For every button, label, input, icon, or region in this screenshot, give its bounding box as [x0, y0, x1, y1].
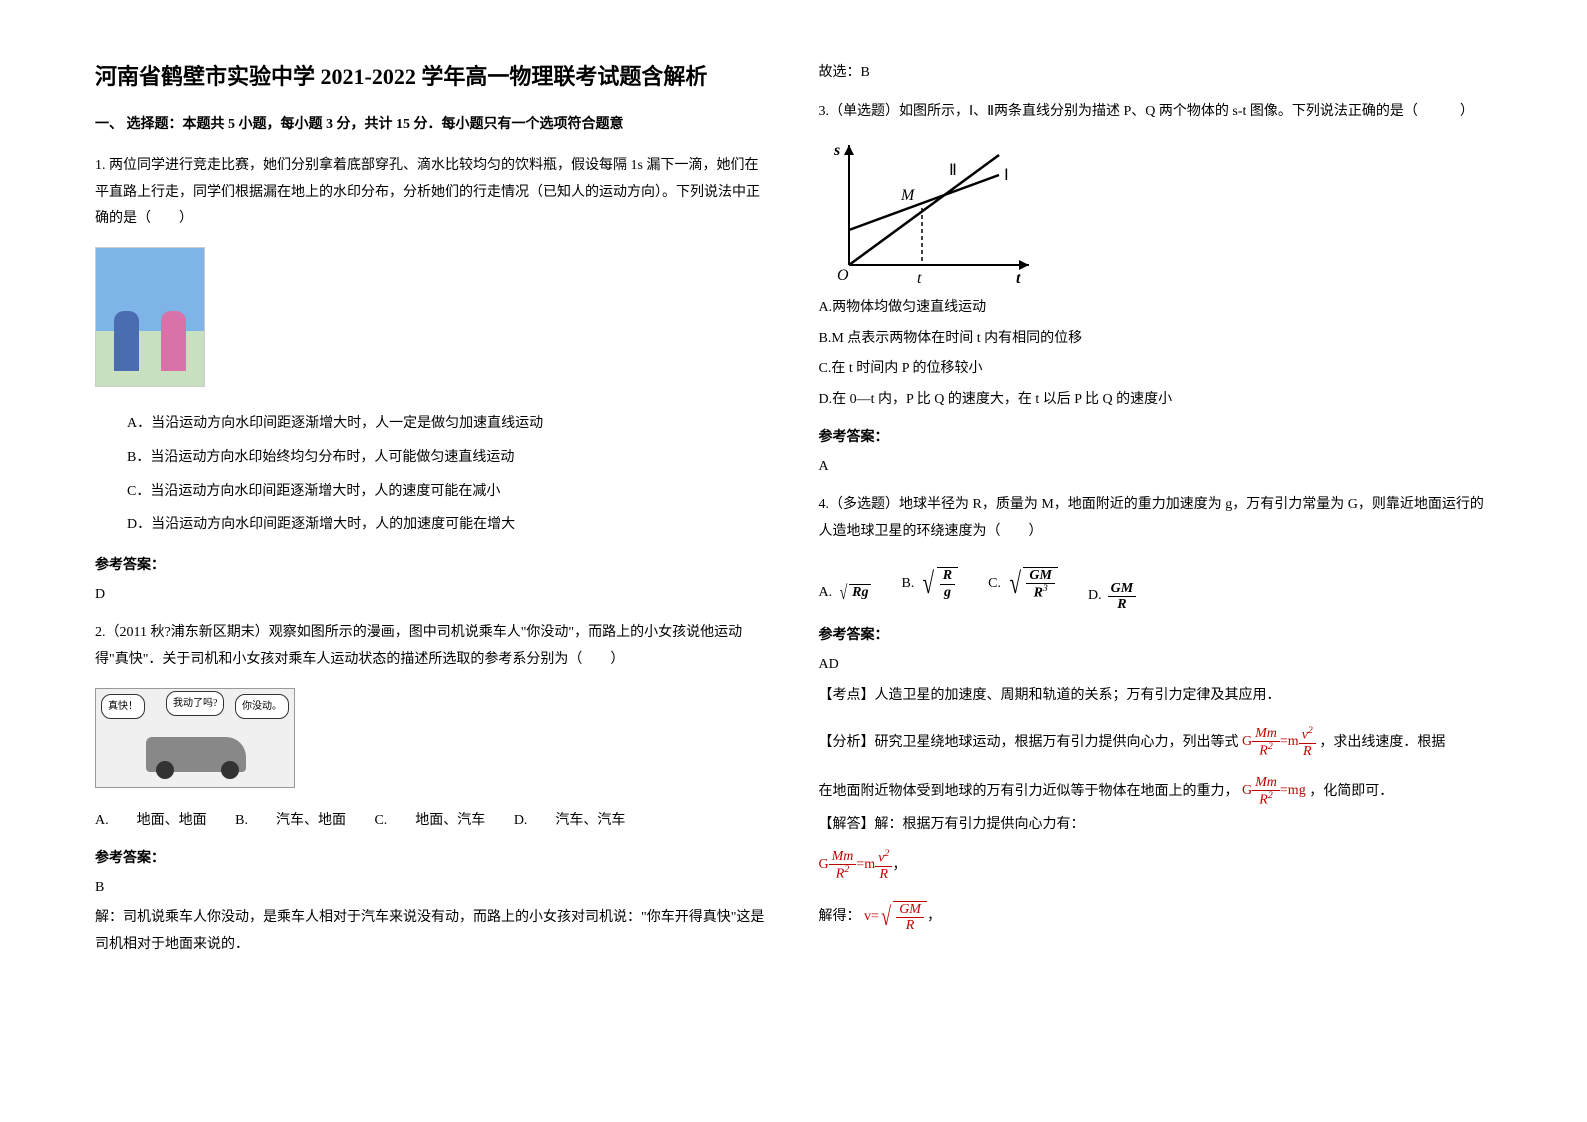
opt-c-label: C.	[988, 571, 1001, 598]
axis-x-label: t	[1016, 270, 1021, 285]
q3-opt-d: D.在 0—t 内，P 比 Q 的速度大，在 t 以后 P 比 Q 的速度小	[819, 387, 1493, 414]
formula-1: GMmR2=mv2R	[1242, 726, 1316, 759]
q4-fenxi-2: 在地面附近物体受到地球的万有引力近似等于物体在地面上的重力， GMmR2=mg …	[819, 775, 1493, 808]
q2-answer: B 解：司机说乘车人你没动，是乘车人相对于汽车来说没有动，而路上的小女孩对司机说…	[95, 875, 769, 959]
q2-options: A. 地面、地面 B. 汽车、地面 C. 地面、汽车 D. 汽车、汽车	[95, 808, 769, 835]
q4-opt-d: D. GMR	[1088, 581, 1136, 613]
fenxi-text2: ，求出线速度．根据	[1319, 734, 1445, 749]
fenxi-text3: 在地面附近物体受到地球的万有引力近似等于物体在地面上的重力，	[819, 784, 1239, 799]
opt-b-label: B.	[901, 571, 914, 598]
q4-answer-letters: AD	[819, 652, 1493, 679]
formula-4: v=√GMR	[864, 892, 927, 941]
q4-kaodian: 【考点】人造卫星的加速度、周期和轨道的关系；万有引力定律及其应用．	[819, 683, 1493, 710]
question-4: 4.（多选题）地球半径为 R，质量为 M，地面附近的重力加速度为 g，万有引力常…	[819, 492, 1493, 612]
m-label: M	[900, 187, 916, 204]
bubble-right: 你没动。	[235, 694, 289, 719]
q4-opt-b: B. √Rg	[901, 555, 958, 612]
t-label: t	[917, 270, 922, 285]
q4-stem: 4.（多选题）地球半径为 R，质量为 M，地面附近的重力加速度为 g，万有引力常…	[819, 492, 1493, 545]
q4-fenxi: 【分析】研究卫星绕地球运动，根据万有引力提供向心力，列出等式 GMmR2=mv2…	[819, 726, 1493, 759]
q4-options: A. √Rg B. √Rg C. √GMR3 D. GMR	[819, 555, 1493, 612]
q1-answer: D	[95, 582, 769, 609]
q3-opt-c: C.在 t 时间内 P 的位移较小	[819, 356, 1493, 383]
q3-answer-label: 参考答案：	[819, 426, 1493, 446]
q1-figure	[95, 247, 205, 387]
q3-stem: 3.（单选题）如图所示，Ⅰ、Ⅱ两条直线分别为描述 P、Q 两个物体的 s-t 图…	[819, 99, 1493, 126]
line2-label: Ⅱ	[949, 162, 957, 179]
q4-opt-a: A. √Rg	[819, 574, 872, 612]
q4-answer-label: 参考答案：	[819, 624, 1493, 644]
q4-answer: AD 【考点】人造卫星的加速度、周期和轨道的关系；万有引力定律及其应用． 【分析…	[819, 652, 1493, 941]
q2-end: 故选：B	[819, 60, 1493, 87]
question-1: 1. 两位同学进行竞走比赛，她们分别拿着底部穿孔、滴水比较均匀的饮料瓶，假设每隔…	[95, 153, 769, 542]
q2-opt-d: D. 汽车、汽车	[514, 813, 626, 828]
opt-a-label: A.	[819, 580, 833, 607]
page-title: 河南省鹤壁市实验中学 2021-2022 学年高一物理联考试题含解析	[95, 60, 769, 93]
bubble-left: 真快！	[101, 694, 145, 719]
left-column: 河南省鹤壁市实验中学 2021-2022 学年高一物理联考试题含解析 一、 选择…	[95, 60, 769, 971]
q1-opt-c: C．当沿运动方向水印间距逐渐增大时，人的速度可能在减小	[127, 475, 769, 509]
axis-y-label: s	[833, 142, 840, 159]
q3-opt-b: B.M 点表示两物体在时间 t 内有相同的位移	[819, 326, 1493, 353]
origin-label: O	[837, 267, 849, 284]
q1-options: A．当沿运动方向水印间距逐渐增大时，人一定是做匀加速直线运动 B．当沿运动方向水…	[95, 407, 769, 541]
q4-opt-c: C. √GMR3	[988, 555, 1058, 612]
question-3: 3.（单选题）如图所示，Ⅰ、Ⅱ两条直线分别为描述 P、Q 两个物体的 s-t 图…	[819, 99, 1493, 414]
q2-opt-a: A. 地面、地面	[95, 813, 207, 828]
q4-formula-line1: GMmR2=mv2R，	[819, 849, 1493, 882]
q2-opt-b: B. 汽车、地面	[235, 813, 346, 828]
q3-opt-a: A.两物体均做匀速直线运动	[819, 295, 1493, 322]
jiede2: 解得：	[819, 909, 861, 924]
st-graph-svg: s t O t M Ⅰ Ⅱ	[819, 135, 1039, 285]
line1-label: Ⅰ	[1004, 167, 1009, 184]
q2-answer-label: 参考答案：	[95, 847, 769, 867]
fenxi-text4: ，化简即可．	[1309, 784, 1393, 799]
q1-opt-d: D．当沿运动方向水印间距逐渐增大时，人的加速度可能在增大	[127, 508, 769, 542]
section-header: 一、 选择题：本题共 5 小题，每小题 3 分，共计 15 分．每小题只有一个选…	[95, 113, 769, 133]
q2-answer-letter: B	[95, 875, 769, 902]
formula-2: GMmR2=mg	[1242, 775, 1306, 808]
q4-jieda: 【解答】解：根据万有引力提供向心力有：	[819, 812, 1493, 839]
q2-explain: 解：司机说乘车人你没动，是乘车人相对于汽车来说没有动，而路上的小女孩对司机说："…	[95, 905, 769, 958]
q4-formula-line2: 解得： v=√GMR，	[819, 892, 1493, 941]
question-2: 2.（2011 秋?浦东新区期末）观察如图所示的漫画，图中司机说乘车人"你没动"…	[95, 620, 769, 834]
wheel-2	[221, 761, 239, 779]
bubble-mid: 我动了吗?	[166, 691, 224, 716]
q1-opt-a: A．当沿运动方向水印间距逐渐增大时，人一定是做匀加速直线运动	[127, 407, 769, 441]
formula-3: GMmR2=mv2R	[819, 849, 893, 882]
q1-stem: 1. 两位同学进行竞走比赛，她们分别拿着底部穿孔、滴水比较均匀的饮料瓶，假设每隔…	[95, 153, 769, 233]
q2-stem: 2.（2011 秋?浦东新区期末）观察如图所示的漫画，图中司机说乘车人"你没动"…	[95, 620, 769, 673]
wheel-1	[156, 761, 174, 779]
q1-answer-label: 参考答案：	[95, 554, 769, 574]
opt-d-label: D.	[1088, 583, 1102, 610]
right-column: 故选：B 3.（单选题）如图所示，Ⅰ、Ⅱ两条直线分别为描述 P、Q 两个物体的 …	[819, 60, 1493, 971]
q2-opt-c: C. 地面、汽车	[374, 813, 485, 828]
q2-figure: 真快！ 我动了吗? 你没动。	[95, 688, 295, 788]
q3-answer: A	[819, 454, 1493, 481]
q3-figure: s t O t M Ⅰ Ⅱ	[819, 135, 1039, 285]
fenxi-text1: 【分析】研究卫星绕地球运动，根据万有引力提供向心力，列出等式	[819, 734, 1239, 749]
q1-opt-b: B．当沿运动方向水印始终均匀分布时，人可能做匀速直线运动	[127, 441, 769, 475]
